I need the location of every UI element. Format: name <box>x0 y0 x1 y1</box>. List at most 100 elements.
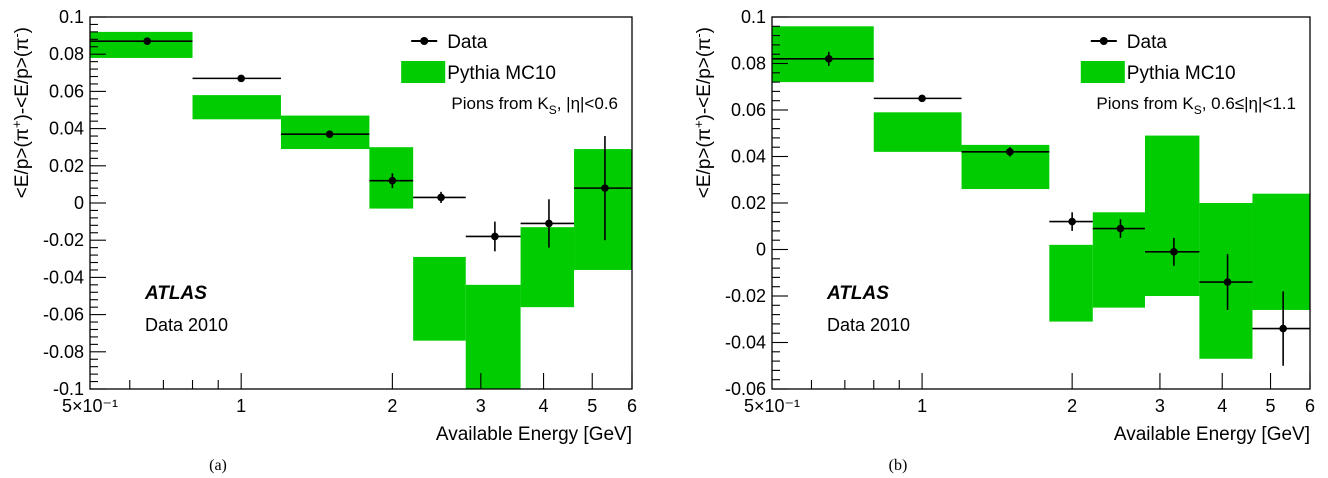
y-tick-label-10: -0.1 <box>53 379 84 399</box>
data-point-4 <box>1092 219 1145 238</box>
data-marker-6 <box>1223 278 1232 286</box>
data-marker-4 <box>437 193 445 202</box>
data-point-1 <box>192 74 281 83</box>
x-tick-label-0: 5×10⁻¹ <box>62 396 118 416</box>
data-point-5 <box>1144 237 1200 266</box>
axis-ticks <box>772 16 1311 390</box>
mc-band-2 <box>280 115 370 150</box>
y-axis-title: <E/p>(π+)-<E/p>(π-) <box>691 27 715 198</box>
data-marker-3 <box>388 176 397 185</box>
y-tick-label-3: 0.04 <box>731 147 766 167</box>
x-tick-labels: 5×10⁻¹ 1 2 3 4 5 6 <box>62 396 637 416</box>
data-marker-0 <box>825 55 833 63</box>
data-marker-1 <box>237 74 245 83</box>
data-marker-3 <box>1068 217 1076 226</box>
data-point-0 <box>772 51 874 66</box>
y-tick-label-8: -0.06 <box>43 305 84 325</box>
data-marker-5 <box>1170 248 1178 256</box>
legend-mc-swatch <box>1080 61 1125 83</box>
legend-mc-swatch <box>401 61 446 83</box>
experiment-label: ATLAS <box>826 283 889 304</box>
y-tick-label-8: -0.06 <box>725 379 766 399</box>
y-tick-label-0: 0.1 <box>59 7 84 27</box>
x-tick-label-0: 5×10⁻¹ <box>744 396 800 416</box>
mc-band-7 <box>1252 193 1310 310</box>
data-point-6 <box>1199 254 1253 310</box>
y-tick-label-5: 0 <box>756 240 766 260</box>
panel-caption: (b) <box>889 457 908 474</box>
data-points <box>90 37 632 252</box>
y-tick-label-2: 0.06 <box>731 100 766 120</box>
experiment-label: ATLAS <box>144 283 207 304</box>
mc-band-6 <box>520 227 575 308</box>
data-point-7 <box>1252 291 1310 366</box>
data-point-1 <box>873 94 962 103</box>
legend: Data Pythia MC10 <box>401 32 556 84</box>
x-axis-title: Available Energy [GeV] <box>1114 424 1310 445</box>
data-point-3 <box>369 173 414 189</box>
y-tick-label-2: 0.06 <box>49 81 84 101</box>
panel-caption: (a) <box>209 457 227 474</box>
x-tick-label-3: 3 <box>476 396 486 416</box>
mc-band-5 <box>1144 135 1200 296</box>
y-tick-label-5: 0 <box>74 193 84 213</box>
data-point-5 <box>465 221 521 252</box>
chart-panel-b: 0.1 0.08 0.06 0.04 0.02 0 -0.02 -0.04 -0.06 5×10… <box>691 7 1315 474</box>
dataset-label: Data 2010 <box>145 315 228 335</box>
mc-band-3 <box>1049 244 1093 322</box>
y-axis-title: <E/p>(π+)-<E/p>(π-) <box>9 27 33 198</box>
y-tick-label-3: 0.04 <box>49 119 84 139</box>
x-tick-label-2: 2 <box>387 396 397 416</box>
x-tick-label-5: 5 <box>1266 396 1276 416</box>
legend-data-marker <box>1099 37 1108 45</box>
x-tick-label-4: 4 <box>1217 396 1227 416</box>
mc-band-7 <box>574 149 632 270</box>
y-tick-label-0: 0.1 <box>741 7 766 27</box>
data-point-6 <box>520 199 575 248</box>
mc-band-1 <box>873 112 962 152</box>
x-tick-label-1: 1 <box>917 396 927 416</box>
x-tick-label-5: 5 <box>587 396 597 416</box>
annotation: Pions from KS, 0.6≤|η|<1.1 <box>1096 94 1296 117</box>
data-marker-7 <box>601 184 609 192</box>
x-tick-labels: 5×10⁻¹ 1 2 3 4 5 6 <box>744 396 1315 416</box>
data-marker-4 <box>1116 224 1125 233</box>
y-tick-label-4: 0.02 <box>49 156 84 176</box>
legend-data-label: Data <box>447 32 488 53</box>
y-tick-label-6: -0.02 <box>725 286 766 306</box>
axis-ticks <box>90 16 633 390</box>
y-tick-labels: 0.1 0.08 0.06 0.04 0.02 0 -0.02 -0.04 -0.06 -0.08… <box>43 7 84 399</box>
data-marker-5 <box>491 232 499 241</box>
x-tick-label-1: 1 <box>236 396 246 416</box>
mc-band-0 <box>90 31 193 58</box>
y-tick-label-4: 0.02 <box>731 193 766 213</box>
data-point-4 <box>413 191 466 203</box>
data-points <box>772 51 1310 366</box>
y-tick-label-1: 0.08 <box>49 44 84 64</box>
legend: Data Pythia MC10 <box>1080 32 1236 84</box>
x-tick-label-4: 4 <box>539 396 549 416</box>
mc-band-0 <box>772 26 874 83</box>
data-point-7 <box>574 136 632 241</box>
chart-panel-a: 0.1 0.08 0.06 0.04 0.02 0 -0.02 -0.04 -0.06 -0.08… <box>9 7 637 474</box>
x-axis-title: Available Energy [GeV] <box>436 424 632 445</box>
data-marker-6 <box>545 219 553 228</box>
annotation: Pions from KS, |η|<0.6 <box>451 94 618 117</box>
data-marker-1 <box>918 94 926 103</box>
legend-mc-label: Pythia MC10 <box>447 63 556 84</box>
data-marker-7 <box>1279 324 1287 333</box>
y-tick-label-6: -0.02 <box>43 230 84 250</box>
y-tick-labels: 0.1 0.08 0.06 0.04 0.02 0 -0.02 -0.04 -0.06 <box>725 7 766 399</box>
data-marker-0 <box>143 37 152 45</box>
data-point-2 <box>280 130 370 138</box>
dataset-label: Data 2010 <box>827 315 910 335</box>
mc-band-5 <box>465 284 521 389</box>
data-point-2 <box>961 147 1050 157</box>
mc-band-1 <box>192 95 281 120</box>
y-tick-label-1: 0.08 <box>731 54 766 74</box>
mc-band-4 <box>413 256 466 341</box>
y-tick-label-7: -0.04 <box>725 333 766 353</box>
data-marker-2 <box>1006 148 1014 156</box>
data-point-3 <box>1049 212 1093 231</box>
